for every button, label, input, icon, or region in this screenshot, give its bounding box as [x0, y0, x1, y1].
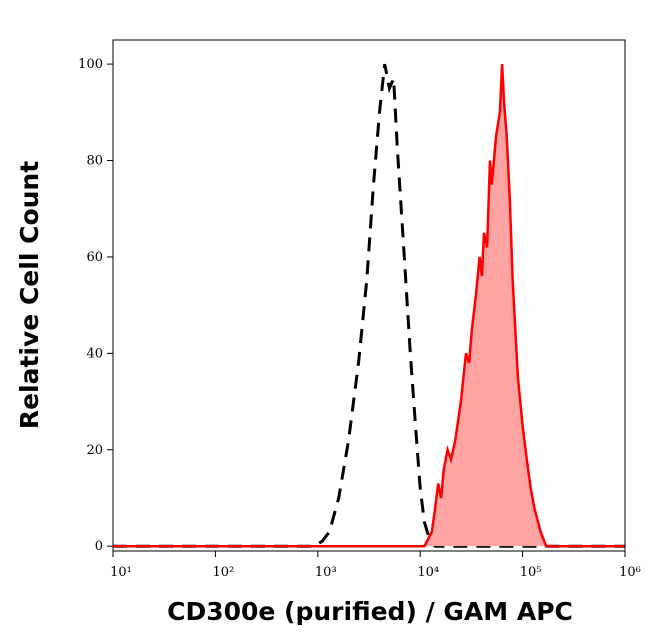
area — [113, 64, 625, 547]
y-tick-label: 60 — [86, 250, 103, 265]
y-tick-label: 20 — [86, 443, 103, 458]
x-axis-label: CD300e (purified) / GAM APC — [167, 597, 573, 626]
x-tick-label: 10³ — [315, 565, 337, 580]
x-tick-label: 10² — [213, 565, 235, 580]
y-tick-label: 40 — [86, 346, 103, 361]
x-tick-label: 10⁴ — [417, 565, 439, 580]
y-tick-label: 100 — [78, 57, 103, 72]
y-axis-label: Relative Cell Count — [15, 161, 44, 429]
histogram-line — [113, 64, 625, 548]
histogram-line — [113, 63, 625, 548]
x-tick-label: 10¹ — [110, 565, 132, 580]
y-tick-label: 80 — [86, 154, 103, 169]
plot-frame — [112, 39, 626, 552]
x-tick-label: 10⁶ — [619, 565, 641, 580]
x-tick-label: 10⁵ — [520, 565, 542, 580]
y-tick-label: 0 — [95, 539, 103, 554]
